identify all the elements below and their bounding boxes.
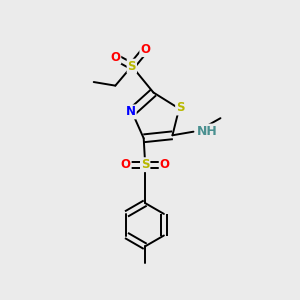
Text: N: N [126, 105, 136, 119]
Text: S: S [141, 158, 149, 171]
Text: S: S [128, 60, 136, 73]
Text: O: O [110, 51, 120, 64]
Text: O: O [121, 158, 131, 171]
Text: O: O [160, 158, 170, 171]
Text: S: S [176, 101, 184, 115]
Text: O: O [140, 43, 150, 56]
Text: NH: NH [197, 124, 218, 138]
